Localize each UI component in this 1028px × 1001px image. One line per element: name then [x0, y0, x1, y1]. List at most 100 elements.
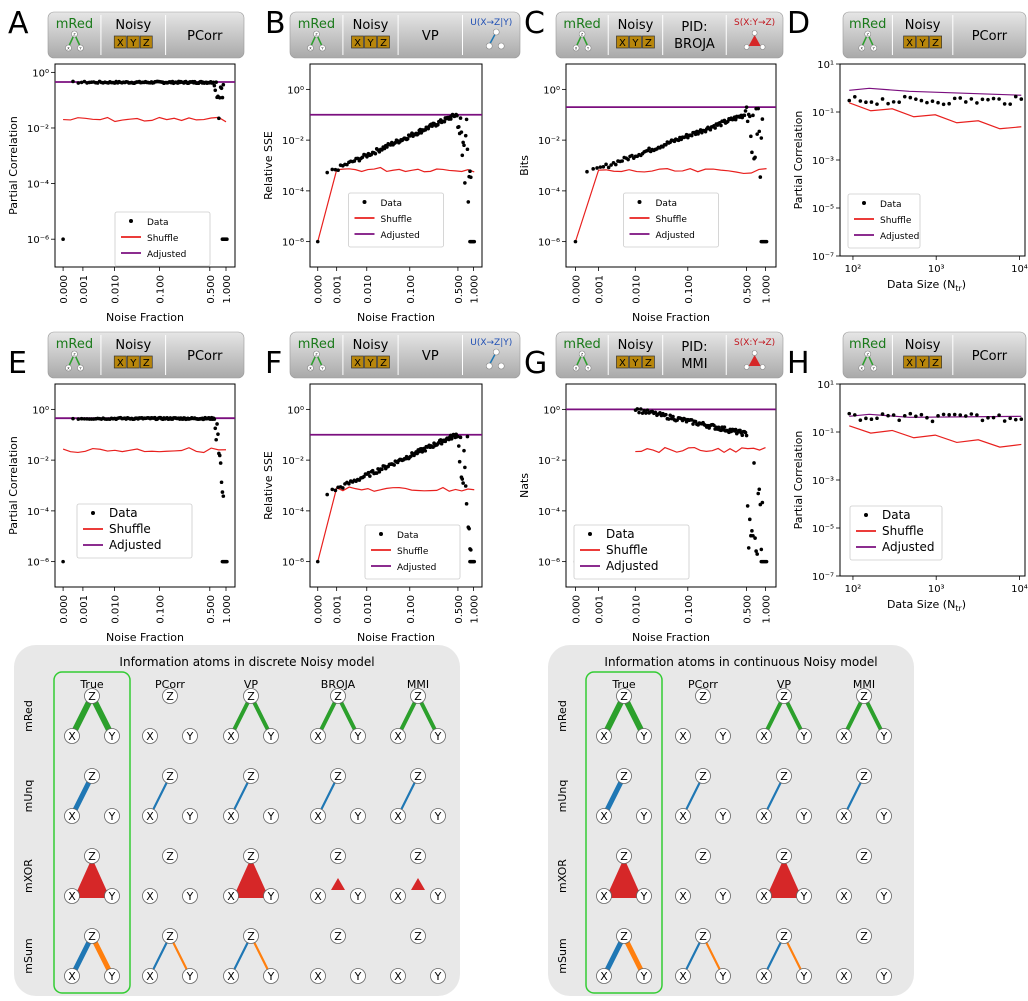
- data-point: [460, 153, 465, 158]
- x-tick-label: 0.010: [110, 275, 121, 304]
- node-label: Y: [719, 890, 727, 903]
- xyz-box: [139, 35, 153, 49]
- node-label: Y: [186, 730, 194, 743]
- xyz-box: [929, 355, 942, 369]
- triangle: [331, 878, 345, 890]
- x-tick-label: 0.000: [59, 595, 70, 624]
- data-point: [217, 453, 222, 458]
- node-label: Z: [73, 33, 76, 37]
- node-label: Z: [414, 850, 422, 863]
- data-point: [469, 175, 473, 180]
- xyz-label: X: [354, 358, 361, 369]
- y-tick-label: 10⁻²: [538, 456, 560, 467]
- node-label: Z: [414, 930, 422, 943]
- data-point: [759, 547, 764, 552]
- data-point: [947, 101, 951, 106]
- xyz-label: X: [906, 38, 913, 49]
- data-point: [214, 437, 218, 442]
- data-point: [746, 546, 751, 550]
- xyz-label: Z: [645, 38, 652, 49]
- node-label: Z: [699, 930, 707, 943]
- y-axis-label: Partial Correlation: [7, 116, 20, 215]
- atom-cell: Z X Y: [836, 928, 892, 984]
- data-point: [333, 167, 338, 172]
- x-tick-label: 0.000: [571, 595, 582, 624]
- node-circle: [430, 808, 446, 824]
- node-circle: [182, 968, 198, 984]
- header-model-label: mRed: [849, 337, 886, 352]
- atom-col-header: True: [611, 678, 636, 691]
- node-circle: [84, 688, 100, 704]
- data-point: [464, 502, 469, 506]
- node-label: Z: [334, 850, 342, 863]
- node-label: X: [146, 970, 154, 983]
- data-point: [722, 425, 727, 429]
- data-point: [941, 102, 946, 107]
- header-method-label: MMI: [681, 357, 707, 372]
- x-tick-label: 0.001: [595, 595, 606, 624]
- data-point: [315, 559, 320, 564]
- node-circle: [596, 888, 612, 904]
- data-point: [71, 79, 75, 84]
- node-circle: [876, 888, 892, 904]
- node-circle: [584, 364, 592, 372]
- data-point: [626, 157, 630, 162]
- node-circle: [876, 968, 892, 984]
- y-axis-label: Partial Correlation: [7, 436, 20, 535]
- node-label: X: [679, 970, 687, 983]
- node-circle: [596, 968, 612, 984]
- node-circle: [485, 362, 493, 370]
- xyz-label: Z: [645, 358, 652, 369]
- legend-label-shuffle: Shuffle: [381, 215, 413, 225]
- node-circle: [307, 44, 314, 52]
- data-point: [1008, 102, 1012, 106]
- node-label: Y: [321, 367, 324, 371]
- node-label: Z: [166, 850, 174, 863]
- node-label: X: [309, 47, 312, 51]
- node-label: Y: [719, 970, 727, 983]
- data-point: [613, 162, 618, 167]
- data-point: [218, 461, 223, 465]
- legend: Data Shuffle Adjusted: [76, 503, 193, 559]
- node-circle: [836, 968, 852, 984]
- data-point: [755, 132, 759, 136]
- data-point: [847, 411, 852, 416]
- data-point: [61, 559, 65, 564]
- node-label: Z: [166, 930, 174, 943]
- node-circle: [243, 928, 259, 944]
- atom-row-label: mSum: [556, 938, 569, 973]
- node-label: X: [146, 890, 154, 903]
- data-point: [919, 98, 924, 103]
- node-circle: [695, 848, 711, 864]
- data-point: [747, 517, 752, 522]
- node-circle: [856, 768, 872, 784]
- node-circle: [64, 808, 80, 824]
- node-label: X: [600, 970, 608, 983]
- legend-label-data: Data: [656, 199, 678, 209]
- node-label: Z: [860, 850, 868, 863]
- node-label: Y: [873, 47, 876, 51]
- node-circle: [858, 44, 866, 52]
- panel-letter-b: B: [265, 6, 286, 41]
- xyz-box: [113, 35, 127, 49]
- legend: Data Shuffle Adjusted: [847, 193, 921, 249]
- data-point: [76, 417, 81, 421]
- data-point: [753, 155, 757, 160]
- y-tick-label: 10⁻⁷: [812, 252, 834, 263]
- node-label: Y: [267, 810, 275, 823]
- node-label: Y: [186, 970, 194, 983]
- node-circle: [142, 728, 158, 744]
- atom-col-header: MMI: [853, 678, 875, 691]
- header-atom-label: U(X→Z|Y): [470, 338, 512, 348]
- atom-cell: Z X Y: [223, 768, 279, 824]
- node-circle: [636, 808, 652, 824]
- atom-cell: Z X Y: [223, 928, 279, 984]
- data-point: [864, 416, 868, 421]
- node-circle: [350, 968, 366, 984]
- data-point: [216, 432, 220, 436]
- data-point: [373, 151, 378, 156]
- node-label: X: [227, 730, 235, 743]
- data-point: [609, 163, 613, 167]
